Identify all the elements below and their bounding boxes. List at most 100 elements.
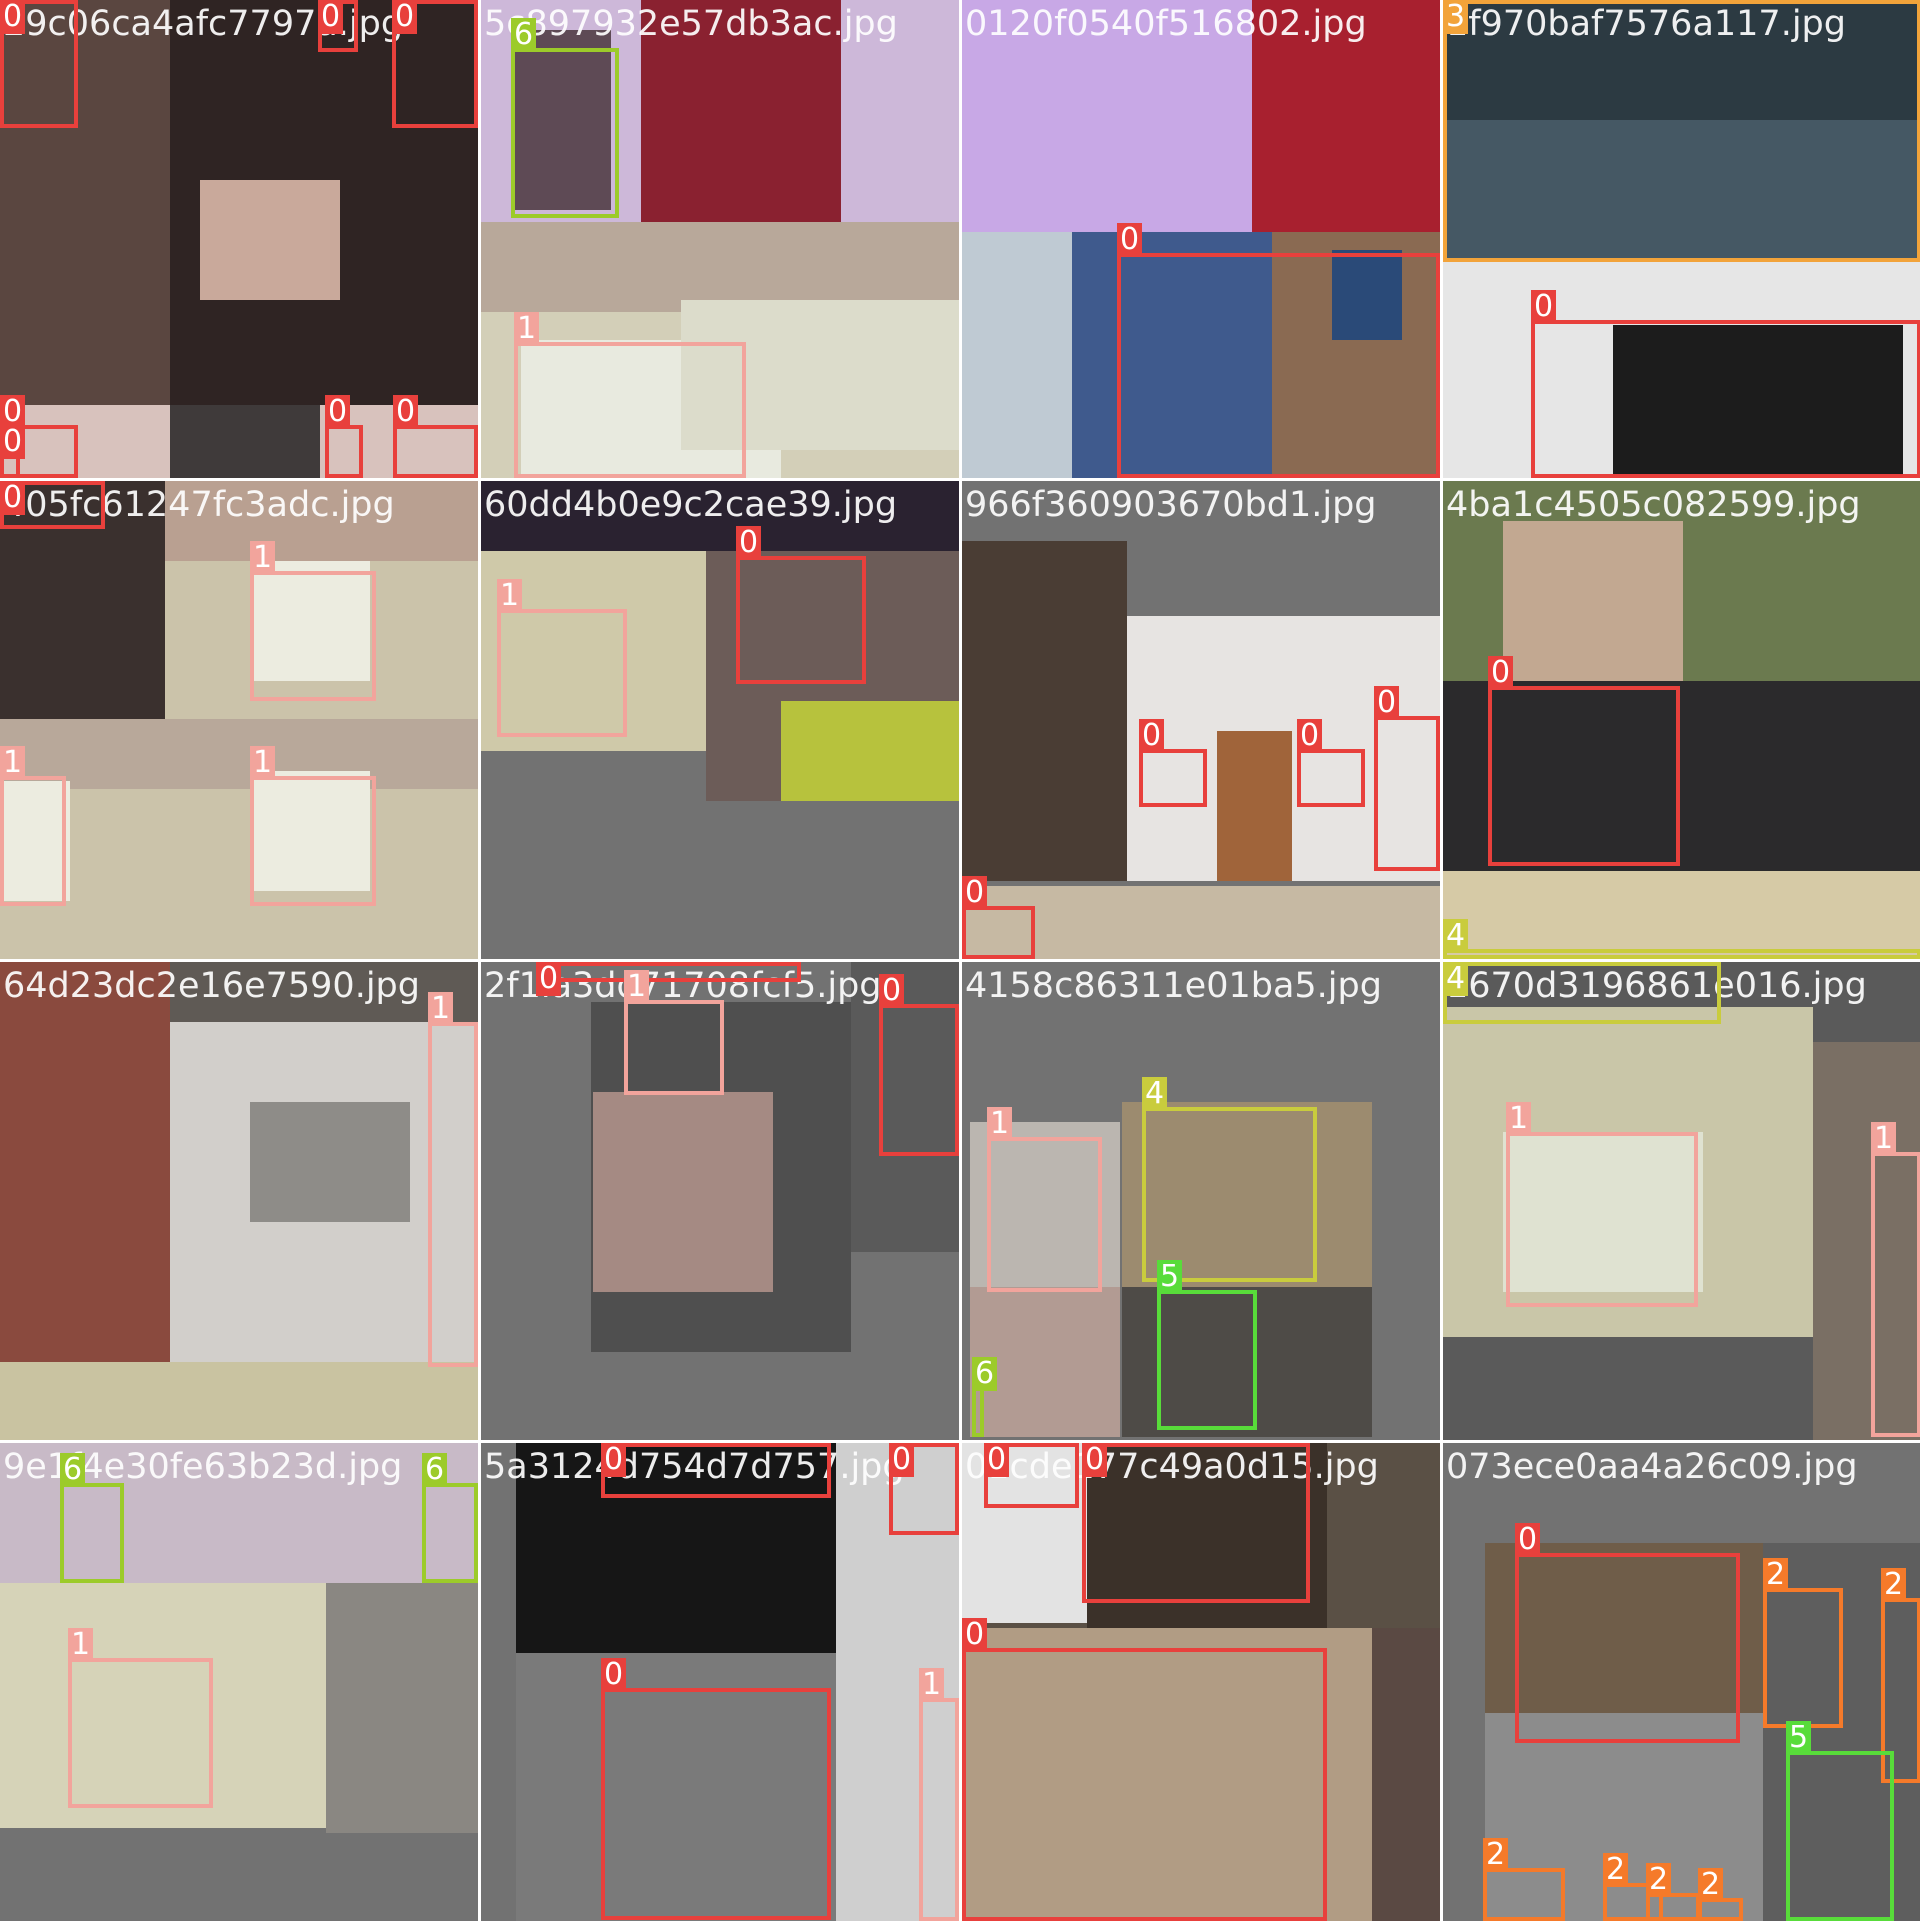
class-label: 1 [919, 1668, 945, 1702]
class-label: 6 [511, 18, 537, 52]
class-label: 4 [1142, 1077, 1168, 1111]
image-region [1372, 1628, 1440, 1921]
image-filename: 5a3124d754d7d757.jpg [484, 1447, 905, 1487]
image-region [962, 541, 1127, 881]
bounding-box-class-0 [392, 0, 478, 128]
tile-15: 01cde177c49a0d15.jpg 0 0 0 [962, 1443, 1440, 1921]
image-region [962, 1628, 1372, 1921]
tile-11: 4158c86311e01ba5.jpg 1 4 5 6 [962, 962, 1440, 1440]
bounding-box-class-1 [514, 342, 746, 478]
class-label: 1 [250, 746, 276, 780]
image-region [250, 771, 370, 891]
image-filename: 60dd4b0e9c2cae39.jpg [484, 485, 898, 525]
image-filename: 0120f0540f516802.jpg [965, 4, 1367, 44]
image-filename: 073ece0aa4a26c09.jpg [1446, 1447, 1858, 1487]
image-filename: 405fc61247fc3adc.jpg [3, 485, 395, 525]
image-region [1613, 325, 1903, 478]
image-region [1252, 0, 1440, 232]
class-label: 1 [1871, 1122, 1897, 1156]
image-filename: 966f360903670bd1.jpg [965, 485, 1377, 525]
bounding-box-class-0 [601, 1688, 831, 1920]
class-label: 0 [1082, 1443, 1108, 1477]
image-region [1443, 681, 1920, 871]
image-region [481, 481, 959, 551]
class-label: 6 [60, 1453, 86, 1487]
bounding-box-class-0 [1374, 716, 1440, 871]
class-label: 3 [1443, 0, 1469, 34]
class-label: 1 [250, 541, 276, 575]
image-region [0, 962, 170, 1362]
tile-12: 1670d3196861e016.jpg 4 1 1 [1443, 962, 1920, 1440]
bounding-box-class-1 [0, 776, 66, 906]
bounding-box-class-0 [325, 425, 363, 478]
image-region [1087, 1443, 1327, 1628]
bounding-box-class-0 [879, 1004, 959, 1156]
image-region [681, 300, 959, 450]
bounding-box-class-1 [250, 571, 376, 701]
image-region [1813, 1042, 1920, 1440]
bounding-box-class-1 [428, 1022, 478, 1367]
class-label: 0 [318, 0, 344, 34]
bounding-box-class-2 [1763, 1588, 1843, 1728]
image-region [593, 1092, 773, 1292]
tile-5: 405fc61247fc3adc.jpg 0 1 1 1 [0, 481, 478, 959]
bounding-box-class-0 [1515, 1553, 1740, 1743]
image-region [250, 1102, 410, 1222]
class-label: 2 [1881, 1568, 1907, 1602]
image-region [1503, 1132, 1703, 1292]
tile-14: 5a3124d754d7d757.jpg 0 0 0 1 [481, 1443, 959, 1921]
class-label: 1 [1506, 1102, 1532, 1136]
class-label: 1 [514, 312, 540, 346]
bounding-box-class-0 [1117, 253, 1440, 478]
tile-6: 60dd4b0e9c2cae39.jpg 1 0 [481, 481, 959, 959]
class-label: 0 [1488, 656, 1514, 690]
bounding-box-class-6 [511, 48, 619, 218]
bounding-box-class-1 [919, 1698, 959, 1921]
image-filename: 4158c86311e01ba5.jpg [965, 966, 1382, 1006]
bounding-box-class-0 [1297, 749, 1365, 807]
bounding-box-class-1 [1506, 1132, 1698, 1307]
class-label: 2 [1646, 1863, 1672, 1897]
class-label: 5 [1157, 1260, 1183, 1294]
bounding-box-class-2 [1603, 1883, 1663, 1921]
class-label: 0 [0, 0, 26, 34]
tile-16: 073ece0aa4a26c09.jpg 0 2 2 5 2 2 2 2 [1443, 1443, 1920, 1921]
image-region [1332, 250, 1402, 340]
class-label: 2 [1698, 1868, 1724, 1902]
image-region [1443, 120, 1920, 262]
bounding-box-class-0 [1531, 320, 1920, 478]
bounding-box-class-2 [1646, 1893, 1700, 1921]
class-label: 0 [1139, 719, 1165, 753]
image-region [1443, 871, 1920, 959]
image-region [0, 719, 478, 789]
class-label: 0 [1531, 290, 1557, 324]
image-region [1072, 232, 1272, 478]
tile-13: 9e1f4e30fe63b23d.jpg 6 6 1 [0, 1443, 478, 1921]
bounding-box-class-4 [1142, 1107, 1317, 1282]
bounding-box-class-0 [1082, 1443, 1310, 1603]
class-label: 0 [984, 1443, 1010, 1477]
tile-4: 1f970baf7576a117.jpg 3 0 [1443, 0, 1920, 478]
class-label: 1 [624, 970, 650, 1004]
bounding-box-class-1 [250, 776, 376, 906]
bounding-box-class-1 [68, 1658, 213, 1808]
class-label: 2 [1603, 1853, 1629, 1887]
bounding-box-class-6 [422, 1483, 478, 1583]
image-region [970, 1122, 1120, 1287]
class-label: 1 [428, 992, 454, 1026]
class-label: 0 [1297, 719, 1323, 753]
image-region [0, 781, 70, 901]
class-label: 0 [1374, 686, 1400, 720]
class-label: 0 [0, 395, 26, 429]
tile-9: 64d23dc2e16e7590.jpg 1 [0, 962, 478, 1440]
class-label: 0 [962, 876, 988, 910]
image-region [962, 886, 1440, 959]
image-region [0, 1362, 478, 1440]
class-label: 0 [325, 395, 351, 429]
image-region [641, 0, 841, 222]
image-region [0, 1583, 326, 1828]
bounding-box-class-5 [1157, 1290, 1257, 1430]
tile-3: 0120f0540f516802.jpg 0 [962, 0, 1440, 478]
bounding-box-class-1 [987, 1137, 1102, 1292]
class-label: 0 [601, 1658, 627, 1692]
